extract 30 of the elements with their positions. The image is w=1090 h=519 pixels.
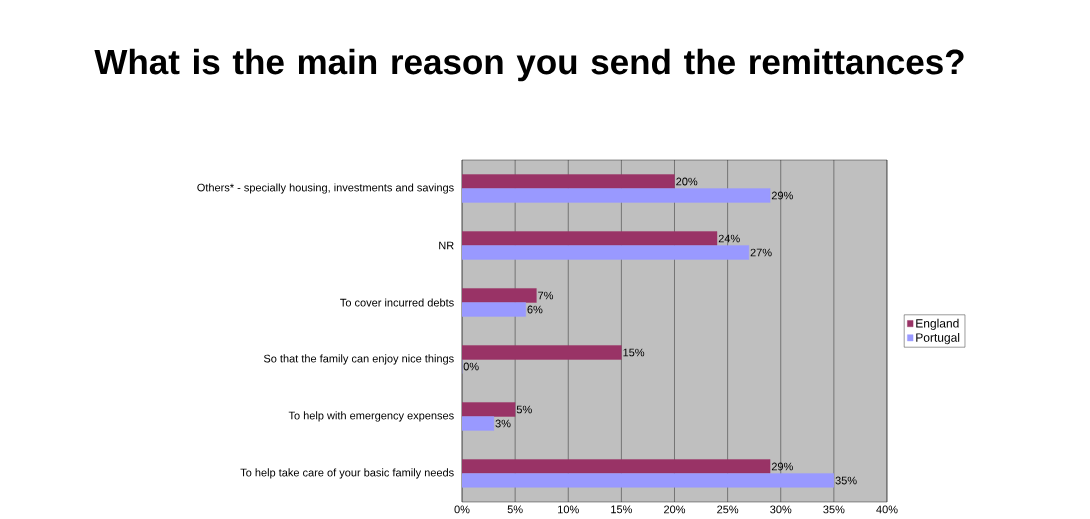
data-label: 3% — [495, 419, 511, 428]
data-label: 35% — [835, 476, 857, 485]
data-label: 20% — [676, 177, 698, 186]
data-label: 5% — [516, 405, 532, 414]
y-tick-label: Others* - specially housing, investments and savings — [197, 183, 454, 194]
y-tick-label: To help with emergency expenses — [288, 411, 454, 422]
y-tick-label: To help take care of your basic family needs — [240, 468, 454, 479]
x-tick-label: 40% — [876, 505, 898, 514]
x-tick-label: 25% — [717, 505, 739, 514]
x-tick-label: 30% — [770, 505, 792, 514]
x-tick-label: 20% — [664, 505, 686, 514]
x-tick-label: 5% — [507, 505, 523, 514]
x-tick-label: 10% — [558, 505, 579, 514]
data-label: 0% — [463, 362, 479, 371]
x-tick-label: 35% — [823, 505, 845, 514]
data-label: 7% — [538, 291, 554, 300]
data-label: 6% — [527, 305, 543, 314]
x-tick-label: 15% — [611, 505, 632, 514]
y-tick-label: NR — [439, 241, 454, 250]
data-label: 24% — [718, 234, 740, 243]
y-tick-label: To cover incurred debts — [340, 298, 454, 307]
x-tick-label: 0% — [454, 505, 470, 514]
legend-label: England — [916, 318, 959, 330]
data-label: 29% — [771, 462, 793, 471]
chart-title: What is the main reason you send the remittances? — [94, 48, 964, 82]
legend-label: Portugal — [916, 333, 960, 345]
data-label: 27% — [750, 248, 772, 257]
y-tick-label: So that the family can enjoy nice things — [263, 354, 454, 365]
data-label: 29% — [771, 191, 793, 200]
data-label: 15% — [623, 348, 645, 357]
